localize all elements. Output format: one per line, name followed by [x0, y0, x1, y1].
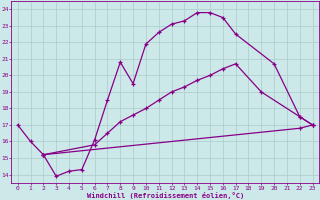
X-axis label: Windchill (Refroidissement éolien,°C): Windchill (Refroidissement éolien,°C) [86, 192, 244, 199]
